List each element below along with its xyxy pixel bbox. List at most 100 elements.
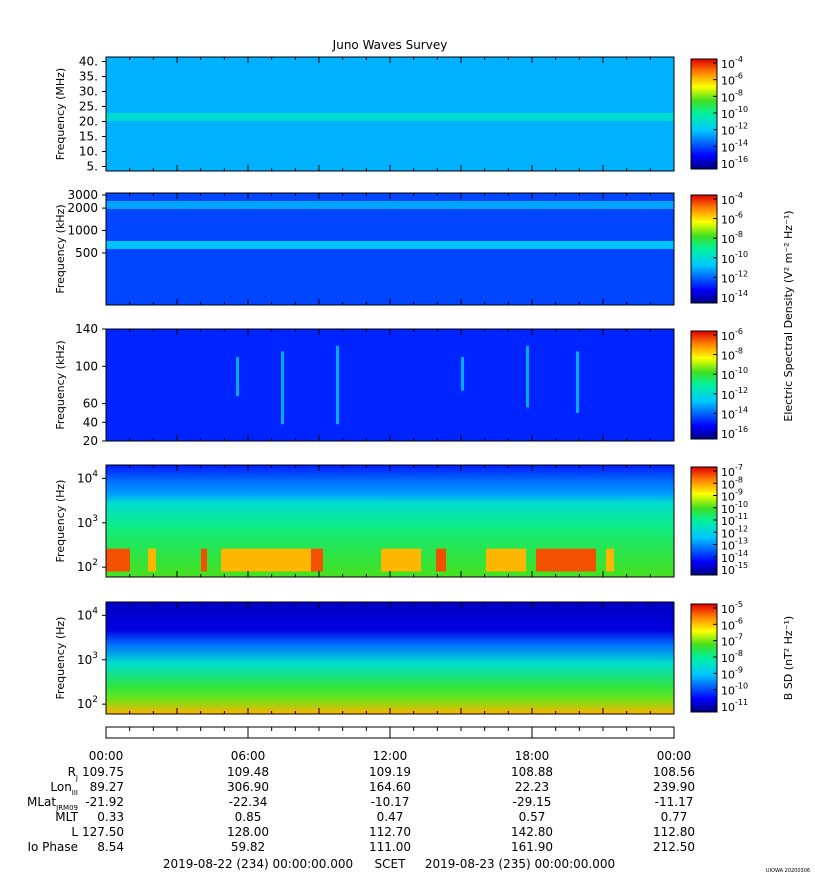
y-axis-label: Frequency (Hz) [54,480,67,563]
y-tick-label: 40. [79,55,98,69]
emission-band [106,113,674,121]
y-tick-label: 104 [77,606,98,622]
y-tick-label: 100 [75,359,98,373]
ephemeris-value: 109.19 [369,765,411,779]
colorbar-tick-label: 10-14 [721,138,748,154]
ephemeris-value: 161.90 [511,840,553,854]
colorbar-tick-label: 10-10 [721,500,748,516]
burst-mark [221,548,316,572]
ephemeris-label: MLT [55,810,78,824]
footer-scet: SCET [375,857,407,871]
colorbar-tick-label: 10-10 [721,682,748,698]
burst-mark [576,351,579,413]
y-tick-label: 3000 [67,188,98,202]
burst-mark [281,351,284,425]
colorbar-tick-label: 10-13 [721,537,748,553]
heatmap [106,602,674,714]
ephemeris-value: 8.54 [97,840,124,854]
ephemeris-label: Io Phase [27,840,78,854]
heatmap [106,57,674,171]
colorbar-tick-label: 10-5 [721,600,743,616]
time-tick-label: 12:00 [373,749,408,763]
colorbar-tick-label: 10-12 [721,269,748,285]
ephemeris-value: -10.17 [371,795,410,809]
ephemeris-value: -29.15 [513,795,552,809]
y-tick-label: 103 [77,514,98,530]
burst-mark [381,548,421,572]
ephemeris-value: 22.23 [515,780,549,794]
ephemeris-value: 109.48 [227,765,269,779]
y-tick-label: 10. [79,145,98,159]
ephemeris-value: 111.00 [369,840,411,854]
colorbar-tick-label: 10-6 [721,72,743,88]
burst-mark [436,548,446,572]
colorbar: 10-710-810-910-1010-1110-1210-1310-1410-… [690,463,748,577]
ephemeris-value: -11.17 [655,795,694,809]
colorbar-tick-label: 10-10 [721,105,748,121]
y-tick-label: 140 [75,322,98,336]
burst-mark [311,548,323,572]
burst-mark [461,357,464,391]
y-tick-label: 20. [79,115,98,129]
ephemeris-value: 0.33 [97,810,124,824]
y-axis-label: Frequency (MHz) [54,68,67,160]
colorbar-tick-label: 10-7 [721,463,743,479]
time-tick-label: 06:00 [231,749,266,763]
magnetic-colorbar-label: B SD (nT² Hz⁻¹) [782,616,795,700]
time-tick-label: 00:00 [89,749,124,763]
y-tick-label: 35. [79,70,98,84]
y-tick-label: 5. [87,160,98,174]
colorbar-tick-label: 10-14 [721,549,748,565]
ephemeris-value: 0.77 [661,810,688,824]
colorbar: 10-4 10-6 10-8 10-10 10-12 10-14 [690,191,748,305]
y-tick-label: 30. [79,85,98,99]
time-tick-label: 18:00 [515,749,550,763]
burst-mark [526,345,529,408]
ephemeris-label: RJ [68,765,78,782]
y-tick-label: 102 [77,558,98,574]
colorbar-tick-label: 10-6 [721,211,743,227]
ephemeris-value: 306.90 [227,780,269,794]
colorbar-tick-label: 10-4 [721,191,743,207]
y-tick-label: 104 [77,469,98,485]
ephemeris-value: 127.50 [82,825,124,839]
ephemeris-value: 0.57 [519,810,546,824]
colorbar-tick-label: 10-12 [721,122,748,138]
y-axis-label: Frequency (kHz) [54,204,67,293]
colorbar-tick-label: 10-6 [721,327,743,343]
version-stamp: UIOWA 20200306 [766,868,810,874]
ephemeris-value: 0.47 [377,810,404,824]
y-tick-label: 103 [77,651,98,667]
heatmap [106,193,674,305]
ephemeris-value: 109.75 [82,765,124,779]
colorbar-tick-label: 10-9 [721,488,743,504]
ephemeris-label: LonIII [50,780,78,797]
time-axis: 00:00 06:00 12:00 18:00 00:00 [89,727,691,763]
colorbar-tick-label: 10-15 [721,561,748,577]
ephemeris-value: 108.56 [653,765,695,779]
y-tick-label: 60 [83,397,98,411]
emission-band [106,201,674,210]
burst-mark [336,345,339,425]
colorbar-tick-label: 10-16 [721,425,748,441]
colorbar-tick-label: 10-9 [721,665,743,681]
heatmap [106,465,702,577]
y-axis-label: Frequency (kHz) [54,340,67,429]
ephemeris-value: 89.27 [90,780,124,794]
colorbar-tick-label: 10-14 [721,289,748,305]
colorbar-tick-label: 10-8 [721,475,743,491]
ephemeris-value: 59.82 [231,840,265,854]
y-axis-label: Frequency (Hz) [54,617,67,700]
y-tick-label: 1000 [67,224,98,238]
ephemeris-label: MLatJRM09 [27,795,78,812]
colorbar-tick-label: 10-12 [721,386,748,402]
burst-mark [148,548,156,572]
burst-mark [536,548,596,572]
emission-band [106,240,674,249]
ephemeris-table: RJ 109.75 109.48 109.19 108.88 108.56 LonIII 89… [27,765,695,854]
spectrogram-panel-3: 140 100 60 40 20 Frequency (kHz) 10-6 10-8 10-10… [54,322,748,448]
